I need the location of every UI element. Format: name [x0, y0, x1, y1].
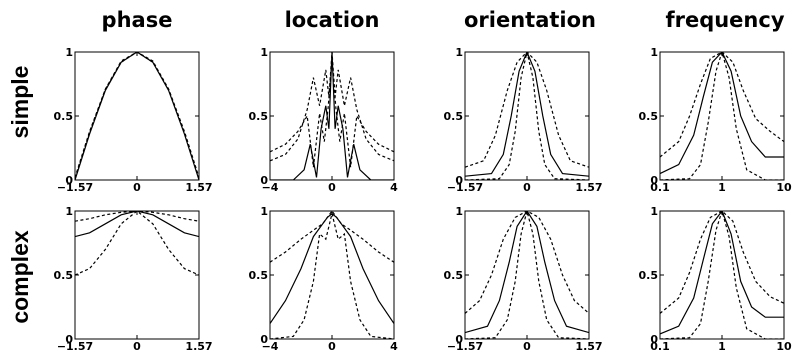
y-tick-label: 0.5	[249, 269, 269, 282]
y-tick-label: 0	[65, 174, 73, 187]
x-tick-label: 0	[328, 181, 336, 194]
y-tick-label: 1	[65, 46, 73, 59]
axes-frame	[659, 51, 785, 181]
axes-frame	[74, 51, 200, 181]
series-line-dashed-2	[75, 52, 199, 178]
y-tick-label: 1	[650, 205, 658, 218]
series-line-dashed-1	[660, 52, 784, 158]
y-tick-label: 1	[455, 205, 463, 218]
y-tick-label: 0.5	[639, 269, 659, 282]
y-tick-label: 1	[260, 205, 268, 218]
x-tick-label: −1.57	[447, 340, 483, 353]
x-tick-label: 1.57	[185, 340, 212, 353]
y-tick-label: 0	[260, 333, 268, 346]
series-line-dashed-1	[465, 52, 589, 168]
axes-frame	[269, 210, 395, 340]
x-tick-label: −4	[262, 340, 279, 353]
column-title-phase: phase	[102, 8, 173, 32]
y-tick-label: 1	[650, 46, 658, 59]
series-line-solid-0	[465, 52, 589, 177]
y-tick-label: 0	[650, 174, 658, 187]
series-line-solid-0	[75, 211, 199, 238]
x-tick-label: 0	[523, 181, 531, 194]
x-tick-label: 10	[776, 181, 792, 194]
y-tick-label: 0.5	[444, 110, 464, 123]
series-line-dashed-2	[465, 211, 589, 339]
column-title-location: location	[285, 8, 380, 32]
x-tick-label: −1.57	[57, 340, 93, 353]
series-line-dashed-1	[75, 52, 199, 179]
y-tick-label: 0.5	[54, 269, 74, 282]
x-tick-label: 1.57	[575, 340, 602, 353]
series-line-dashed-2	[465, 52, 589, 180]
y-tick-label: 0.5	[444, 269, 464, 282]
x-tick-label: 0	[523, 340, 531, 353]
y-tick-label: 0	[455, 174, 463, 187]
y-tick-label: 0.5	[639, 110, 659, 123]
x-tick-label: −4	[262, 181, 279, 194]
series-line-solid-0	[270, 52, 394, 180]
series-line-solid-0	[270, 212, 394, 324]
y-tick-label: 1	[455, 46, 463, 59]
x-tick-label: 1	[718, 340, 726, 353]
x-tick-label: 1.57	[185, 181, 212, 194]
subplot-complex-frequency: 0.1 1 10 0 0.5 1	[639, 205, 792, 353]
y-tick-label: 0	[650, 333, 658, 346]
series-line-solid-0	[465, 211, 589, 334]
series-line-dashed-2	[660, 211, 784, 339]
subplot-complex-location: −4 0 400.51	[249, 205, 399, 353]
subplot-simple-location: −4 0 400.51	[249, 46, 399, 194]
x-tick-label: 0	[133, 181, 141, 194]
y-tick-label: 0	[65, 333, 73, 346]
series-line-solid-0	[660, 211, 784, 335]
x-tick-label: 0.1	[650, 340, 670, 353]
row-title-simple: simple	[7, 66, 33, 139]
series-line-dashed-1	[465, 211, 589, 314]
axes-frame	[464, 210, 590, 340]
x-tick-label: −1.57	[57, 181, 93, 194]
column-title-orientation: orientation	[464, 8, 596, 32]
series-line-dashed-1	[660, 211, 784, 314]
column-title-frequency: frequency	[665, 8, 784, 32]
series-line-dashed-2	[270, 58, 394, 168]
x-tick-label: −1.57	[447, 181, 483, 194]
y-tick-label: 1	[260, 46, 268, 59]
series-line-dashed-2	[75, 211, 199, 276]
series-line-dashed-1	[270, 211, 394, 263]
x-tick-label: 1.57	[575, 181, 602, 194]
row-title-complex: complex	[7, 230, 33, 324]
series-line-dashed-2	[270, 213, 394, 339]
y-tick-label: 0.5	[249, 110, 269, 123]
series-line-dashed-2	[660, 52, 784, 180]
axes-frame	[659, 210, 785, 340]
y-tick-label: 0.5	[54, 110, 74, 123]
y-tick-label: 0	[455, 333, 463, 346]
x-tick-label: 0.1	[650, 181, 670, 194]
x-tick-label: 0	[328, 340, 336, 353]
x-tick-label: 0	[133, 340, 141, 353]
series-line-dashed-1	[75, 211, 199, 222]
series-line-solid-0	[660, 52, 784, 175]
series-line-solid-0	[75, 52, 199, 180]
y-tick-label: 1	[65, 205, 73, 218]
x-tick-label: 10	[776, 340, 792, 353]
subplot-simple-frequency: 0.1 1 10 0 0.5 1	[639, 46, 792, 194]
x-tick-label: 4	[390, 340, 398, 353]
series-line-dashed-1	[270, 52, 394, 162]
y-tick-label: 0	[260, 174, 268, 187]
axes-frame	[269, 51, 395, 181]
x-tick-label: 1	[718, 181, 726, 194]
x-tick-label: 4	[390, 181, 398, 194]
axes-frame	[464, 51, 590, 181]
